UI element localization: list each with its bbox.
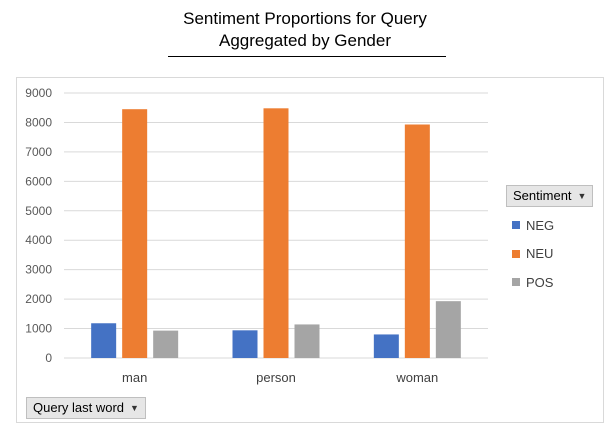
legend-swatch [512, 221, 520, 230]
y-tick-label: 7000 [25, 145, 52, 159]
legend-item-neu[interactable]: NEU [512, 240, 554, 269]
bar-pos-man [153, 330, 179, 358]
dropdown-arrow-icon: ▼ [130, 402, 139, 413]
query-last-word-filter-button[interactable]: Query last word ▼ [26, 397, 146, 419]
y-tick-label: 0 [45, 351, 52, 365]
bar-neg-person [232, 330, 258, 358]
bar-neg-man [91, 323, 117, 358]
chart-title-line-1: Sentiment Proportions for Query [183, 9, 427, 28]
legend-label: POS [526, 274, 554, 290]
bar-pos-person [294, 324, 320, 358]
bar-neu-man [122, 109, 148, 358]
bar-neu-person [263, 108, 289, 358]
bar-pos-woman [435, 301, 461, 358]
y-tick-label: 6000 [25, 174, 52, 188]
y-tick-label: 4000 [25, 233, 52, 247]
sentiment-filter-button[interactable]: Sentiment ▼ [506, 185, 594, 207]
chart-area [16, 77, 604, 423]
y-tick-label: 8000 [25, 115, 52, 129]
legend-label: NEU [526, 246, 554, 262]
x-category-label: man [122, 370, 147, 385]
title-underline [168, 56, 446, 57]
legend-label: NEG [526, 217, 555, 233]
dropdown-arrow-icon: ▼ [577, 190, 587, 201]
sentiment-filter-label: Sentiment [513, 188, 572, 203]
x-category-label: person [256, 370, 296, 385]
chart-title: Sentiment Proportions for Query Aggregat… [150, 8, 460, 52]
y-tick-label: 3000 [25, 263, 52, 277]
query-last-word-filter-label: Query last word [33, 400, 125, 415]
legend-item-neg[interactable]: NEG [512, 211, 554, 240]
x-category-label: woman [395, 370, 438, 385]
legend-swatch [512, 278, 520, 287]
y-tick-label: 5000 [25, 204, 52, 218]
y-tick-label: 1000 [25, 322, 52, 336]
bar-neg-woman [373, 334, 399, 358]
legend: NEG NEU POS [512, 211, 554, 297]
legend-swatch [512, 249, 520, 258]
y-tick-label: 9000 [25, 86, 52, 100]
legend-item-pos[interactable]: POS [512, 268, 554, 297]
chart-title-line-2: Aggregated by Gender [218, 31, 391, 50]
y-tick-label: 2000 [25, 292, 52, 306]
bar-neu-woman [404, 124, 430, 358]
